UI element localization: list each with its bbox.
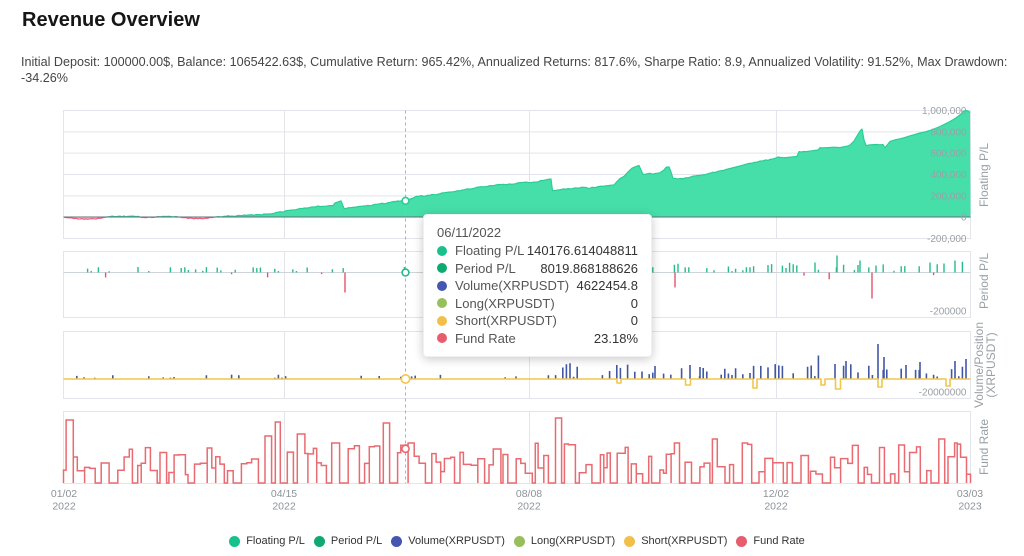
svg-text:04/15: 04/15 — [271, 488, 297, 500]
svg-text:2022: 2022 — [517, 501, 541, 513]
svg-text:01/02: 01/02 — [51, 488, 77, 500]
svg-text:2022: 2022 — [52, 501, 76, 513]
svg-text:Fund Rate: Fund Rate — [977, 419, 991, 475]
svg-text:200,000: 200,000 — [930, 191, 967, 202]
svg-text:1,000,000: 1,000,000 — [922, 106, 967, 117]
svg-text:03/03: 03/03 — [957, 488, 983, 500]
svg-text:0: 0 — [961, 213, 967, 224]
svg-text:600,000: 600,000 — [930, 149, 967, 160]
svg-text:Volume/Position: Volume/Position — [972, 322, 986, 408]
svg-text:08/08: 08/08 — [516, 488, 542, 500]
svg-text:2022: 2022 — [764, 501, 788, 513]
svg-text:Period P/L: Period P/L — [977, 253, 991, 309]
svg-text:2022: 2022 — [272, 501, 296, 513]
svg-text:400,000: 400,000 — [930, 170, 967, 181]
svg-text:Floating P/L: Floating P/L — [977, 143, 991, 207]
svg-text:-200,000: -200,000 — [927, 234, 967, 245]
svg-text:-20000000: -20000000 — [919, 388, 967, 399]
svg-text:-200000: -200000 — [930, 307, 967, 318]
svg-text:(XRPUSDT): (XRPUSDT) — [984, 332, 998, 397]
svg-text:2023: 2023 — [958, 501, 982, 513]
svg-text:12/02: 12/02 — [763, 488, 789, 500]
svg-text:800,000: 800,000 — [930, 127, 967, 138]
